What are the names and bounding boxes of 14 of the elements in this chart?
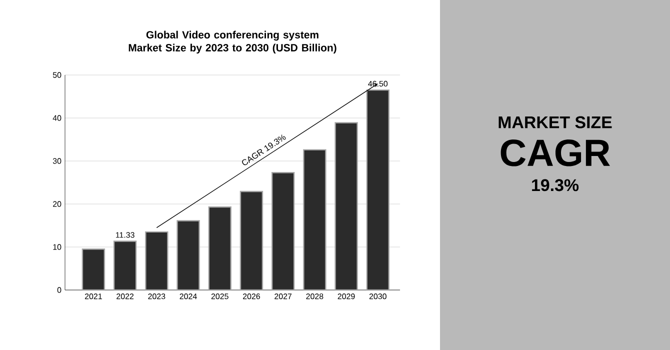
bar bbox=[176, 220, 200, 290]
bar bbox=[240, 190, 264, 290]
text: 19.3% bbox=[532, 179, 579, 192]
bar bbox=[82, 248, 106, 290]
bar bbox=[303, 149, 326, 290]
chart-title: Global Video conferencing system Market Size by 2023 to 2030 (USD Billion) bbox=[128, 30, 336, 54]
text: CAGR bbox=[500, 139, 610, 166]
bar bbox=[334, 122, 358, 290]
bar bbox=[271, 172, 295, 290]
bar bbox=[366, 89, 390, 290]
bar bbox=[145, 231, 168, 290]
bar bbox=[113, 240, 137, 290]
bar bbox=[208, 206, 232, 290]
text: MARKET SIZE bbox=[498, 116, 612, 128]
